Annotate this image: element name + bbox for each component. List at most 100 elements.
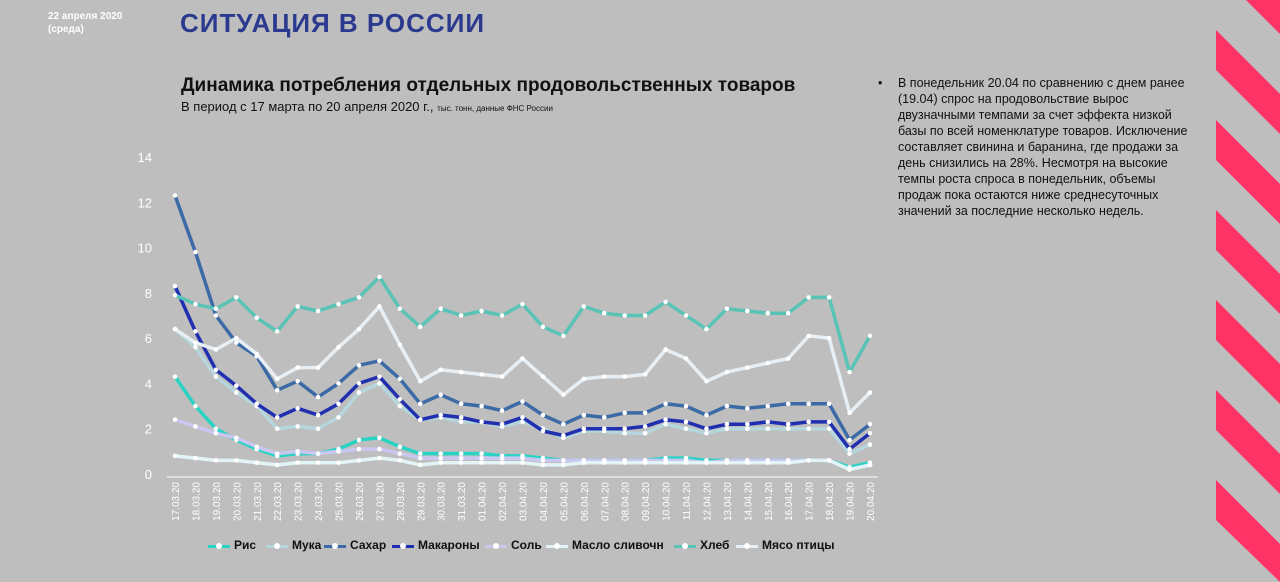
stripe [1216, 120, 1280, 224]
x-tick-label: 18.04.20 [825, 482, 836, 521]
data-point [581, 376, 587, 382]
data-point [581, 426, 587, 432]
data-point [458, 455, 464, 461]
data-point [663, 421, 668, 427]
data-point [295, 378, 300, 384]
data-point [356, 381, 362, 386]
data-point [785, 421, 791, 427]
data-point [193, 340, 198, 345]
data-point [295, 365, 300, 370]
data-point [315, 426, 321, 432]
data-point [397, 444, 403, 450]
data-point [254, 351, 260, 357]
data-point [642, 313, 648, 318]
data-point [724, 421, 730, 427]
line-chart: 0 2 4 6 8 10 12 14 17.03.20 18.03.20 19.03.20 20.03… [138, 150, 878, 521]
data-point [458, 419, 464, 425]
data-point [397, 342, 403, 348]
y-tick-label: 0 [145, 467, 152, 482]
data-point [622, 430, 628, 436]
data-point [356, 363, 362, 368]
x-tick-label: 19.04.20 [846, 482, 857, 521]
data-point [213, 374, 219, 379]
data-point [499, 408, 505, 413]
data-point [295, 424, 300, 429]
data-point [438, 460, 444, 465]
x-tick-label: 20.03.20 [232, 482, 243, 521]
data-point [234, 390, 239, 395]
data-point [438, 392, 444, 398]
data-point [213, 426, 219, 432]
x-tick-label: 08.04.20 [621, 482, 632, 521]
legend-marker [274, 543, 280, 549]
x-tick-label: 07.04.20 [600, 482, 611, 521]
data-point [765, 360, 771, 366]
data-point [417, 401, 423, 407]
data-point [683, 356, 689, 361]
stripe [1216, 300, 1280, 404]
data-point [867, 462, 873, 468]
data-point [867, 442, 873, 447]
x-tick-label: 16.04.20 [784, 482, 795, 521]
data-point [683, 419, 689, 425]
data-point [172, 283, 178, 289]
legend-marker [400, 543, 406, 549]
data-point [601, 310, 607, 316]
data-point [724, 306, 730, 312]
data-point [377, 446, 382, 452]
x-tick-label: 02.04.20 [498, 482, 509, 521]
data-point [601, 460, 607, 465]
commentary-text: В понедельник 20.04 по сравнению с днем … [898, 76, 1188, 218]
data-point [315, 412, 321, 418]
data-point [438, 412, 444, 418]
data-point [397, 451, 403, 456]
data-point [254, 444, 260, 450]
data-point [704, 412, 709, 418]
data-point [724, 403, 730, 409]
data-point [683, 313, 689, 318]
data-point [479, 451, 484, 456]
data-point [193, 249, 198, 255]
series-5 [172, 453, 873, 472]
data-point [520, 415, 525, 420]
data-point [315, 451, 321, 456]
stripe [1216, 390, 1280, 494]
data-point [438, 455, 444, 461]
data-point [295, 449, 300, 454]
x-tick-label: 29.03.20 [416, 482, 427, 521]
data-point [520, 399, 525, 404]
data-point [336, 381, 341, 386]
data-point [499, 421, 505, 427]
data-point [254, 315, 260, 321]
data-point [499, 374, 505, 379]
legend-label: Соль [511, 538, 542, 552]
data-point [826, 458, 832, 463]
weekday-text: (среда) [48, 24, 84, 35]
data-point [622, 426, 628, 432]
data-point [417, 417, 423, 422]
x-tick-label: 27.03.20 [375, 482, 386, 521]
data-point [234, 435, 239, 441]
data-point [540, 324, 546, 330]
data-point [438, 367, 444, 373]
chart-subtitle-main: В период с 17 марта по 20 апреля 2020 г.… [181, 99, 434, 114]
data-point [540, 462, 546, 468]
data-point [520, 301, 525, 307]
page-title: СИТУАЦИЯ В РОССИИ [180, 8, 486, 38]
data-point [479, 403, 484, 409]
data-point [193, 424, 198, 429]
data-point [826, 295, 832, 300]
data-point [806, 295, 811, 300]
data-point [847, 437, 852, 443]
data-point [561, 333, 566, 339]
data-point [704, 378, 709, 384]
data-point [806, 333, 811, 339]
x-tick-label: 20.04.20 [866, 482, 877, 521]
data-point [683, 403, 689, 409]
data-point [377, 435, 382, 441]
data-point [561, 462, 566, 468]
legend-label: Хлеб [700, 538, 730, 552]
data-point [499, 455, 505, 461]
data-point [234, 383, 239, 388]
data-point [377, 304, 382, 309]
